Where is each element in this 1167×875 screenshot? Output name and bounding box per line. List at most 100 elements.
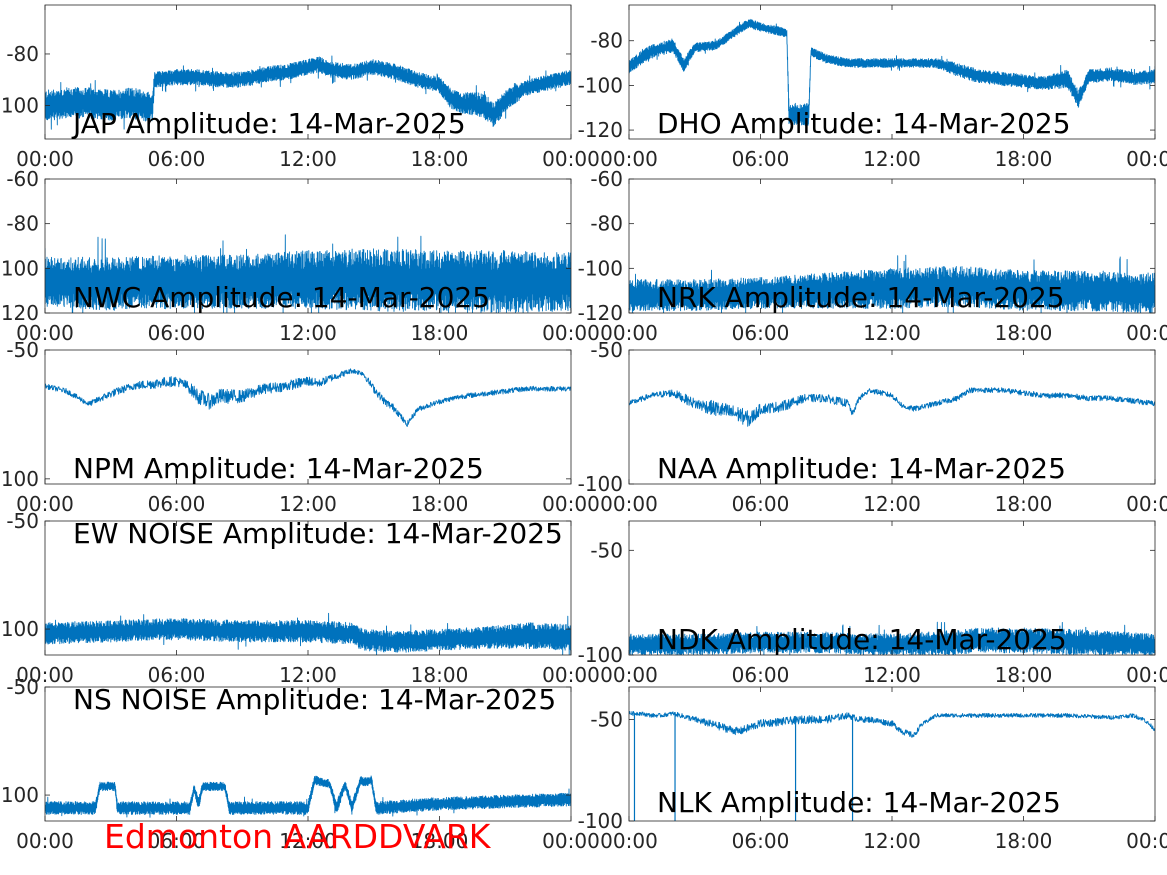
x-tick-label: 00:00 bbox=[16, 829, 74, 853]
series-group bbox=[45, 775, 571, 818]
y-tick-label: -50 bbox=[6, 675, 39, 699]
series-group bbox=[629, 710, 1155, 821]
y-tick-label: -100 bbox=[578, 73, 623, 97]
panel-3: 00:00 06:00 12:00 18:00 00:00 -60 -80 -100 -120 N… bbox=[578, 167, 1167, 345]
x-tick-label: 18:00 bbox=[995, 663, 1053, 687]
x-tick-label: 12:00 bbox=[279, 829, 337, 853]
x-tick-label: 00:00 bbox=[16, 321, 74, 345]
x-tick-label: 00:00 bbox=[600, 147, 658, 171]
x-tick-label: 00:00 bbox=[600, 829, 658, 853]
panel-2: 00:00 06:00 12:00 18:00 00:00 -60 -80 -100 -120 N… bbox=[0, 167, 600, 345]
y-tick-label: -80 bbox=[6, 42, 39, 66]
plot-area bbox=[629, 350, 1155, 484]
x-tick-label: 12:00 bbox=[279, 663, 337, 687]
series-group bbox=[45, 368, 571, 427]
series-line-0 bbox=[629, 18, 1155, 126]
y-tick-label: -120 bbox=[578, 118, 623, 142]
x-tick-label: 00:00 bbox=[16, 492, 74, 516]
panel-4: 00:00 06:00 12:00 18:00 00:00 -50 -100 NPM Ampl… bbox=[0, 338, 600, 516]
panel-title: DHO Amplitude: 14-Mar-2025 bbox=[657, 107, 1071, 140]
series-line-0 bbox=[629, 710, 1155, 738]
x-tick-label: 00:00 bbox=[1126, 829, 1167, 853]
x-tick-label: 18:00 bbox=[995, 492, 1053, 516]
plot-area bbox=[45, 350, 571, 484]
y-tick-label: -80 bbox=[6, 212, 39, 236]
series-line-0 bbox=[45, 775, 571, 818]
series-group bbox=[629, 387, 1155, 427]
panel-title: NPM Amplitude: 14-Mar-2025 bbox=[73, 452, 484, 485]
series-line-0 bbox=[629, 621, 1155, 655]
x-tick-label: 06:00 bbox=[732, 492, 790, 516]
panel-1: 00:00 06:00 12:00 18:00 00:00 -80 -100 -120 DHO … bbox=[578, 4, 1167, 171]
panel-0: 00:00 06:00 12:00 18:00 00:00 -80 -100 JAP Ampl… bbox=[0, 4, 600, 171]
x-tick-label: 00:00 bbox=[1126, 321, 1167, 345]
y-tick-label: -100 bbox=[0, 256, 39, 280]
x-tick-label: 06:00 bbox=[732, 321, 790, 345]
plot-area bbox=[629, 687, 1155, 821]
x-tick-label: 00:00 bbox=[542, 492, 600, 516]
series-line-0 bbox=[629, 254, 1155, 313]
x-tick-label: 18:00 bbox=[411, 321, 469, 345]
x-tick-label: 00:00 bbox=[16, 147, 74, 171]
panel-9: 00:00 06:00 12:00 18:00 00:00 -50 -100 NLK Ampl… bbox=[578, 686, 1167, 853]
y-tick-label: -80 bbox=[590, 212, 623, 236]
x-tick-label: 12:00 bbox=[279, 492, 337, 516]
series-line-0 bbox=[629, 387, 1155, 427]
panel-title: NRK Amplitude: 14-Mar-2025 bbox=[657, 281, 1065, 314]
x-tick-label: 00:00 bbox=[1126, 147, 1167, 171]
x-tick-label: 00:00 bbox=[600, 321, 658, 345]
y-tick-label: -50 bbox=[590, 538, 623, 562]
x-tick-label: 12:00 bbox=[863, 663, 921, 687]
x-tick-label: 06:00 bbox=[148, 663, 206, 687]
x-tick-label: 18:00 bbox=[995, 829, 1053, 853]
series-group bbox=[629, 254, 1155, 313]
series-group bbox=[45, 612, 571, 655]
x-tick-label: 00:00 bbox=[16, 663, 74, 687]
series-group bbox=[629, 18, 1155, 126]
y-tick-label: -50 bbox=[6, 338, 39, 362]
x-tick-label: 12:00 bbox=[863, 147, 921, 171]
y-tick-label: -100 bbox=[578, 472, 623, 496]
x-tick-label: 18:00 bbox=[411, 147, 469, 171]
x-tick-label: 00:00 bbox=[600, 663, 658, 687]
station-footer: Edmonton AARDDVARK bbox=[104, 817, 491, 856]
x-tick-label: 00:00 bbox=[542, 321, 600, 345]
x-tick-label: 00:00 bbox=[1126, 492, 1167, 516]
x-tick-label: 12:00 bbox=[279, 321, 337, 345]
y-tick-label: -50 bbox=[6, 509, 39, 533]
series-line-0 bbox=[45, 55, 571, 130]
y-tick-label: -100 bbox=[578, 643, 623, 667]
y-tick-label: -100 bbox=[0, 617, 39, 641]
y-tick-label: -50 bbox=[590, 707, 623, 731]
x-tick-label: 18:00 bbox=[411, 492, 469, 516]
y-tick-label: -50 bbox=[590, 338, 623, 362]
panel-title: EW NOISE Amplitude: 14-Mar-2025 bbox=[73, 517, 563, 550]
panel-title: NDK Amplitude: 14-Mar-2025 bbox=[657, 623, 1067, 656]
y-tick-label: -60 bbox=[6, 167, 39, 191]
x-tick-label: 18:00 bbox=[411, 829, 469, 853]
x-tick-label: 06:00 bbox=[148, 492, 206, 516]
x-tick-label: 00:00 bbox=[1126, 663, 1167, 687]
series-group bbox=[45, 55, 571, 130]
y-tick-label: -100 bbox=[578, 809, 623, 833]
panel-title: NLK Amplitude: 14-Mar-2025 bbox=[657, 786, 1061, 819]
x-tick-label: 06:00 bbox=[148, 321, 206, 345]
panel-6: 00:00 06:00 12:00 18:00 00:00 -50 -100 EW NOISE… bbox=[0, 509, 600, 687]
x-tick-label: 12:00 bbox=[863, 321, 921, 345]
panel-title: NS NOISE Amplitude: 14-Mar-2025 bbox=[73, 683, 556, 716]
y-tick-label: -100 bbox=[0, 467, 39, 491]
series-line-0 bbox=[45, 234, 571, 313]
series-group bbox=[629, 621, 1155, 655]
panel-7: 00:00 06:00 12:00 18:00 00:00 -50 -100 NDK Ampl… bbox=[578, 520, 1167, 687]
x-tick-label: 12:00 bbox=[863, 492, 921, 516]
y-tick-label: -80 bbox=[590, 29, 623, 53]
x-tick-label: 00:00 bbox=[542, 663, 600, 687]
x-tick-label: 00:00 bbox=[600, 492, 658, 516]
y-tick-label: -100 bbox=[0, 783, 39, 807]
panel-title: NWC Amplitude: 14-Mar-2025 bbox=[73, 281, 490, 314]
y-tick-label: -60 bbox=[590, 167, 623, 191]
y-tick-label: -100 bbox=[578, 256, 623, 280]
y-tick-label: -100 bbox=[0, 94, 39, 118]
y-tick-label: -120 bbox=[0, 301, 39, 325]
